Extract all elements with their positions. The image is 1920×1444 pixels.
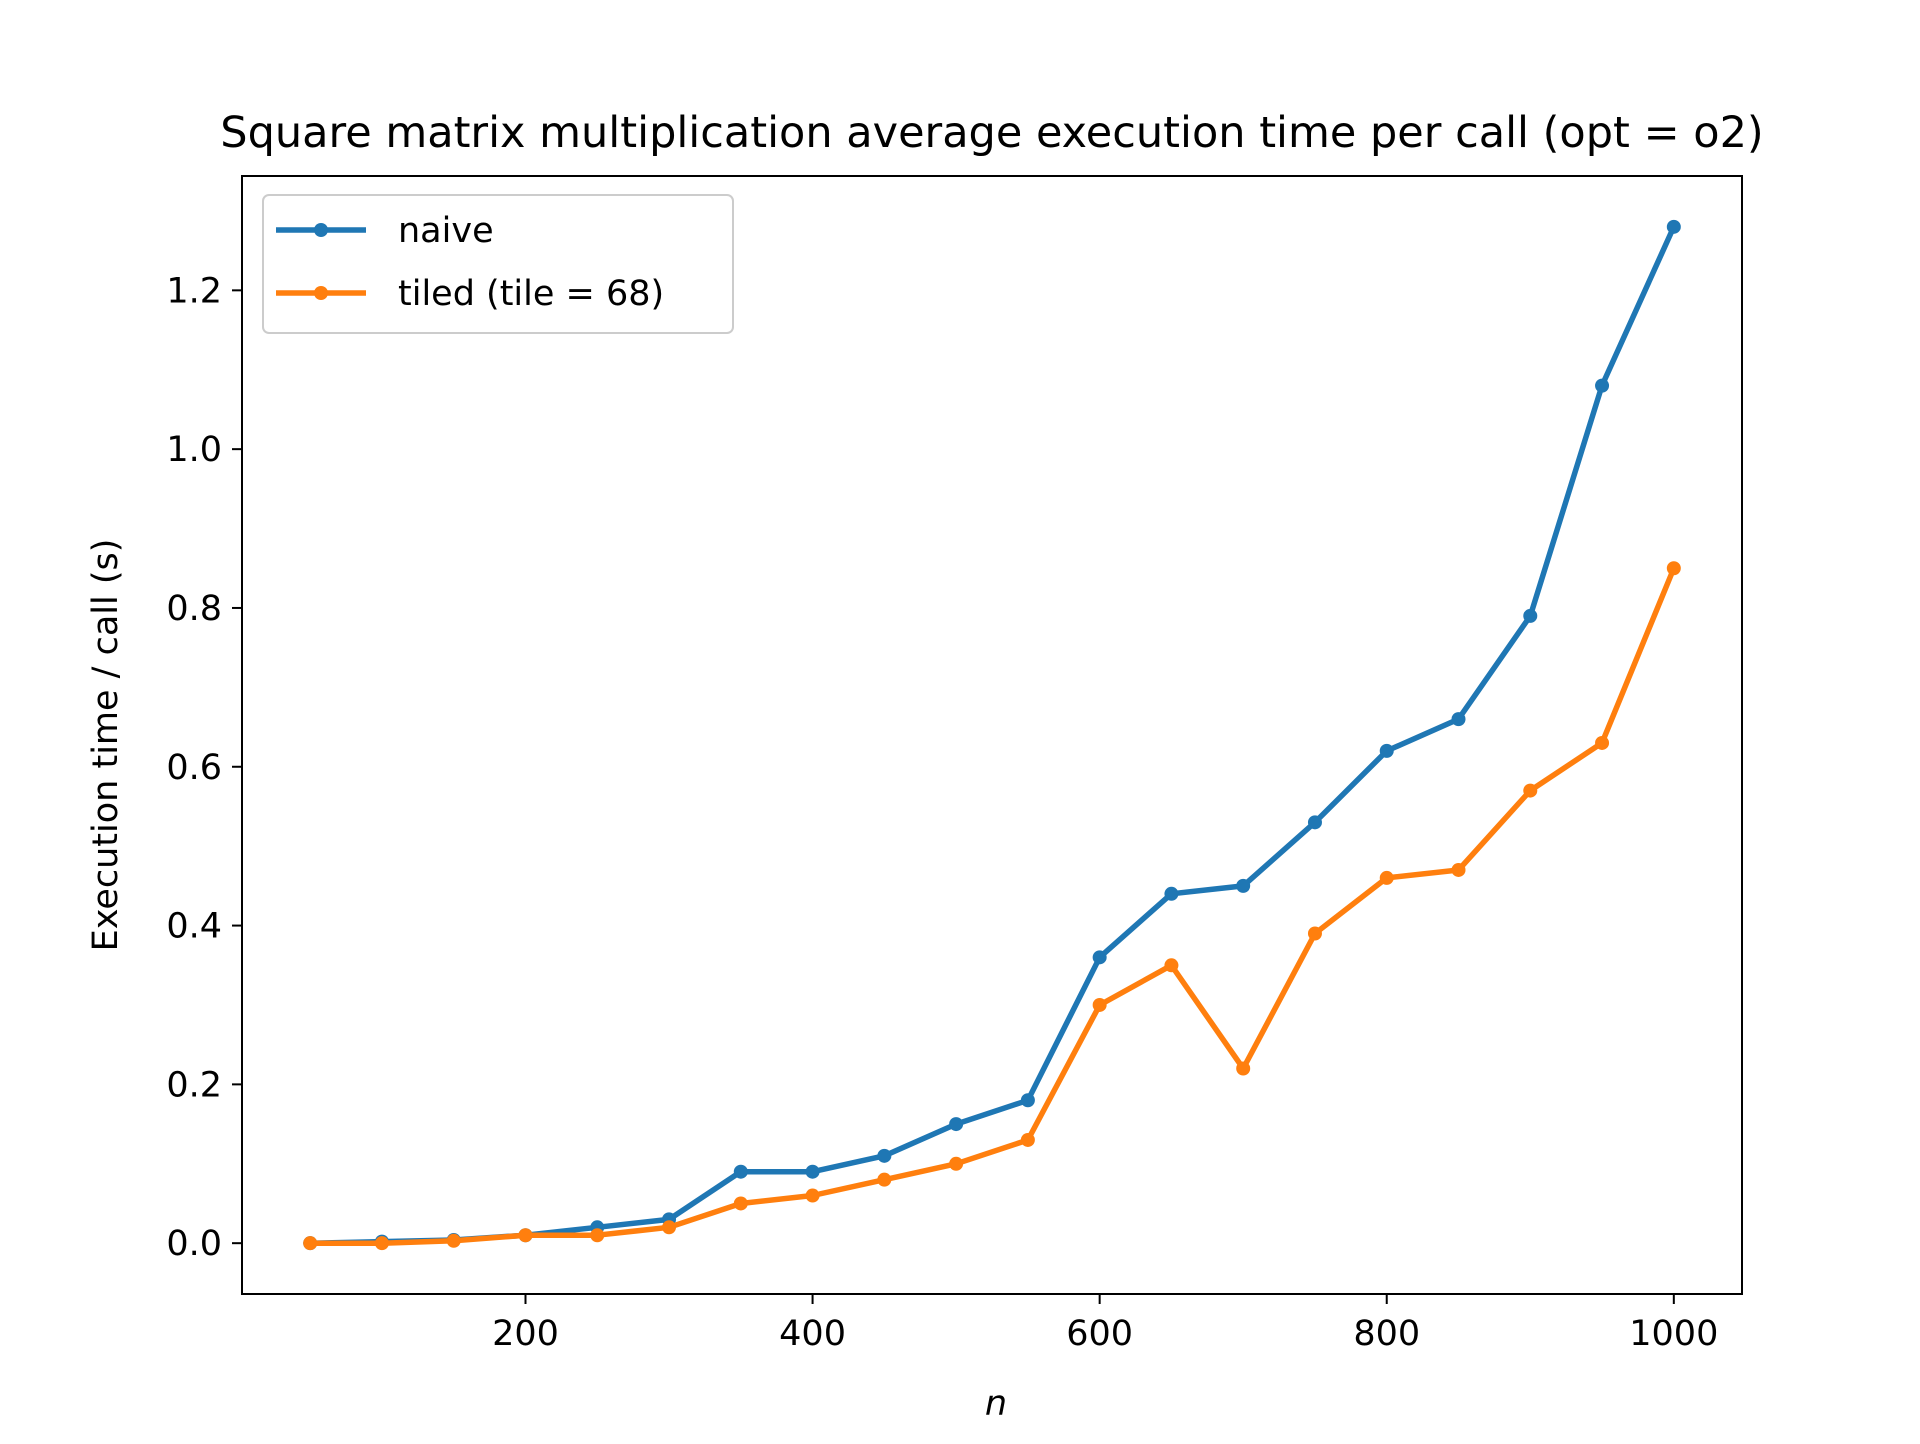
data-point (374, 1236, 389, 1251)
data-point (1164, 958, 1179, 973)
x-tick-label: 400 (779, 1314, 846, 1354)
y-tick-label: 0.6 (166, 748, 222, 788)
series-line (307, 564, 1678, 1246)
x-tick-label: 200 (492, 1314, 559, 1354)
data-point (1523, 608, 1538, 623)
y-tick-label: 1.2 (166, 271, 222, 311)
y-axis-label: Execution time / call (s) (86, 539, 126, 952)
data-point (877, 1172, 892, 1187)
data-point (1020, 1132, 1035, 1147)
x-tick-label: 1000 (1629, 1314, 1718, 1354)
data-point (446, 1233, 461, 1248)
plot-frame (241, 175, 1743, 1295)
x-tick-label: 600 (1066, 1314, 1133, 1354)
data-point (1595, 378, 1610, 393)
data-point (1307, 815, 1322, 830)
data-point (1020, 1093, 1035, 1108)
data-point (1666, 561, 1681, 576)
legend-marker (314, 286, 328, 300)
data-point (877, 1148, 892, 1163)
data-point (1236, 878, 1251, 893)
data-point (1451, 862, 1466, 877)
data-point (1595, 735, 1610, 750)
data-point (303, 1236, 318, 1251)
data-point (1523, 783, 1538, 798)
y-tick-label: 0.4 (166, 907, 222, 947)
x-axis-label: n (985, 1384, 1007, 1424)
data-point (518, 1228, 533, 1243)
legend-marker (314, 223, 328, 237)
data-point (590, 1228, 605, 1243)
data-point (949, 1117, 964, 1132)
data-point (662, 1220, 677, 1235)
chart-title: Square matrix multiplication average exe… (220, 108, 1763, 158)
data-point (1092, 950, 1107, 965)
y-axis: 0.0 0.2 0.4 0.6 0.8 1.0 1.2 (166, 271, 242, 1264)
y-tick-label: 0.8 (166, 589, 222, 629)
data-point (1092, 997, 1107, 1012)
data-point (1451, 712, 1466, 727)
plot-area (241, 175, 1743, 1295)
data-point (1164, 886, 1179, 901)
y-tick-label: 1.0 (166, 430, 222, 470)
data-point (733, 1164, 748, 1179)
data-point (1236, 1061, 1251, 1076)
legend-label: naive (398, 211, 494, 251)
legend: naive tiled (tile = 68) (262, 194, 734, 334)
legend-label: tiled (tile = 68) (398, 274, 664, 314)
data-point (733, 1196, 748, 1211)
x-tick-label: 800 (1353, 1314, 1420, 1354)
data-point (1379, 743, 1394, 758)
data-point (805, 1164, 820, 1179)
series-line (307, 223, 1678, 1247)
data-point (805, 1188, 820, 1203)
data-point (1379, 870, 1394, 885)
y-tick-label: 0.0 (166, 1224, 222, 1264)
y-tick-label: 0.2 (166, 1065, 222, 1105)
legend-box (262, 194, 734, 334)
data-point (1666, 219, 1681, 234)
x-axis: 200 400 600 800 1000 (492, 1294, 1718, 1354)
data-point (1307, 926, 1322, 941)
data-point (949, 1156, 964, 1171)
